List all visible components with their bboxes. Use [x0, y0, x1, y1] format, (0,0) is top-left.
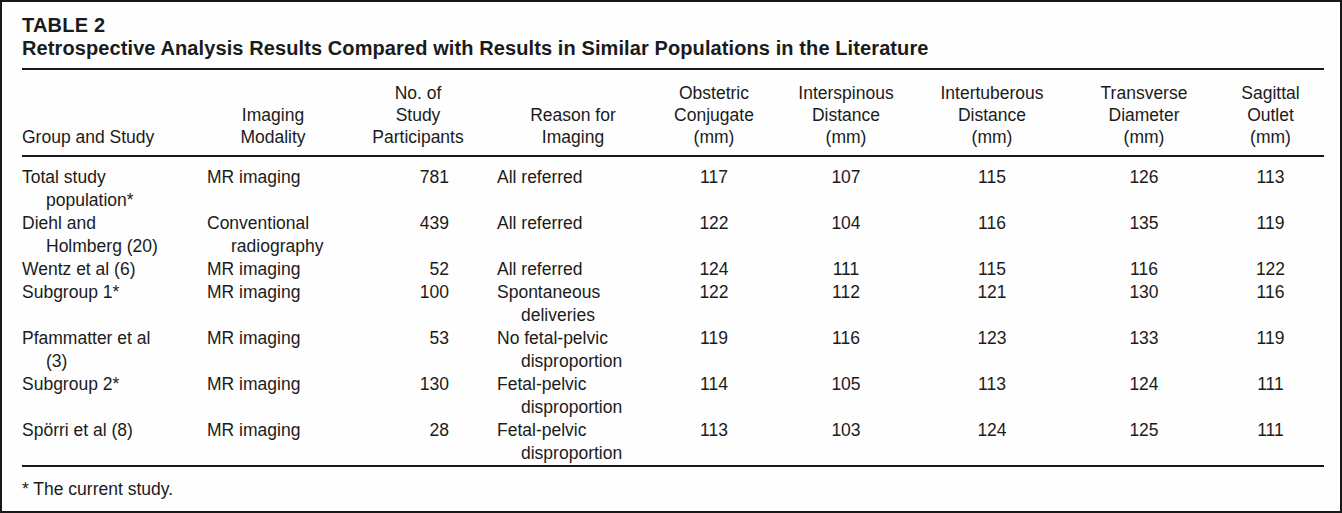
cell-interspinous-distance: 105 [779, 373, 913, 419]
table-row: Total study population*MR imaging781All … [22, 156, 1324, 212]
cell-group-and-study: Subgroup 1* [22, 281, 207, 327]
column-header-intertuberous-distance: Intertuberous Distance (mm) [913, 70, 1071, 156]
table-caption: TABLE 2 Retrospective Analysis Results C… [22, 14, 1324, 60]
column-header-group-and-study: Group and Study [22, 70, 207, 156]
cell-reason-for-imaging: All referred [497, 156, 649, 212]
cell-obstetric-conjugate: 124 [649, 258, 779, 281]
results-table: Group and StudyImaging ModalityNo. of St… [22, 70, 1324, 465]
cell-intertuberous-distance: 124 [913, 419, 1071, 465]
column-header-imaging-modality: Imaging Modality [207, 70, 339, 156]
cell-intertuberous-distance: 121 [913, 281, 1071, 327]
cell-obstetric-conjugate: 122 [649, 281, 779, 327]
cell-intertuberous-distance: 116 [913, 212, 1071, 258]
cell-no-of-study-participants: 53 [339, 327, 497, 373]
cell-interspinous-distance: 107 [779, 156, 913, 212]
table-row: Subgroup 1*MR imaging100Spontaneous deli… [22, 281, 1324, 327]
cell-imaging-modality: MR imaging [207, 258, 339, 281]
cell-transverse-diameter: 124 [1071, 373, 1217, 419]
cell-reason-for-imaging: No fetal-pelvic disproportion [497, 327, 649, 373]
cell-reason-for-imaging: All referred [497, 212, 649, 258]
cell-obstetric-conjugate: 114 [649, 373, 779, 419]
cell-group-and-study: Diehl and Holmberg (20) [22, 212, 207, 258]
cell-interspinous-distance: 116 [779, 327, 913, 373]
table-row: Pfammatter et al (3)MR imaging53No fetal… [22, 327, 1324, 373]
cell-transverse-diameter: 135 [1071, 212, 1217, 258]
cell-imaging-modality: MR imaging [207, 419, 339, 465]
cell-imaging-modality: MR imaging [207, 327, 339, 373]
cell-group-and-study: Wentz et al (6) [22, 258, 207, 281]
footnote: * The current study. [22, 467, 1324, 512]
cell-group-and-study: Spörri et al (8) [22, 419, 207, 465]
column-header-interspinous-distance: Interspinous Distance (mm) [779, 70, 913, 156]
cell-transverse-diameter: 126 [1071, 156, 1217, 212]
table-title: Retrospective Analysis Results Compared … [22, 37, 1324, 60]
table-row: Diehl and Holmberg (20)Conventional radi… [22, 212, 1324, 258]
cell-imaging-modality: MR imaging [207, 373, 339, 419]
cell-group-and-study: Subgroup 2* [22, 373, 207, 419]
column-header-sagittal-outlet: Sagittal Outlet (mm) [1217, 70, 1324, 156]
cell-no-of-study-participants: 100 [339, 281, 497, 327]
cell-obstetric-conjugate: 117 [649, 156, 779, 212]
cell-no-of-study-participants: 130 [339, 373, 497, 419]
cell-imaging-modality: Conventional radiography [207, 212, 339, 258]
cell-sagittal-outlet: 113 [1217, 156, 1324, 212]
cell-intertuberous-distance: 113 [913, 373, 1071, 419]
cell-no-of-study-participants: 781 [339, 156, 497, 212]
column-header-obstetric-conjugate: Obstetric Conjugate (mm) [649, 70, 779, 156]
cell-group-and-study: Pfammatter et al (3) [22, 327, 207, 373]
cell-sagittal-outlet: 116 [1217, 281, 1324, 327]
cell-reason-for-imaging: Fetal-pelvic disproportion [497, 419, 649, 465]
cell-imaging-modality: MR imaging [207, 281, 339, 327]
cell-no-of-study-participants: 52 [339, 258, 497, 281]
cell-intertuberous-distance: 123 [913, 327, 1071, 373]
cell-reason-for-imaging: Spontaneous deliveries [497, 281, 649, 327]
cell-no-of-study-participants: 439 [339, 212, 497, 258]
column-header-transverse-diameter: Transverse Diameter (mm) [1071, 70, 1217, 156]
cell-interspinous-distance: 111 [779, 258, 913, 281]
table-number-label: TABLE 2 [22, 14, 1324, 37]
cell-interspinous-distance: 104 [779, 212, 913, 258]
table-card: TABLE 2 Retrospective Analysis Results C… [0, 0, 1342, 513]
cell-interspinous-distance: 103 [779, 419, 913, 465]
table-row: Subgroup 2*MR imaging130Fetal-pelvic dis… [22, 373, 1324, 419]
cell-sagittal-outlet: 111 [1217, 373, 1324, 419]
cell-sagittal-outlet: 119 [1217, 327, 1324, 373]
cell-obstetric-conjugate: 122 [649, 212, 779, 258]
cell-reason-for-imaging: Fetal-pelvic disproportion [497, 373, 649, 419]
column-header-no-of-study-participants: No. of Study Participants [339, 70, 497, 156]
column-header-reason-for-imaging: Reason for Imaging [497, 70, 649, 156]
cell-group-and-study: Total study population* [22, 156, 207, 212]
table-row: Spörri et al (8)MR imaging28Fetal-pelvic… [22, 419, 1324, 465]
table-header-row: Group and StudyImaging ModalityNo. of St… [22, 70, 1324, 156]
cell-interspinous-distance: 112 [779, 281, 913, 327]
cell-transverse-diameter: 116 [1071, 258, 1217, 281]
cell-transverse-diameter: 130 [1071, 281, 1217, 327]
cell-obstetric-conjugate: 113 [649, 419, 779, 465]
cell-imaging-modality: MR imaging [207, 156, 339, 212]
table-row: Wentz et al (6)MR imaging52All referred1… [22, 258, 1324, 281]
cell-reason-for-imaging: All referred [497, 258, 649, 281]
cell-transverse-diameter: 133 [1071, 327, 1217, 373]
cell-intertuberous-distance: 115 [913, 258, 1071, 281]
cell-obstetric-conjugate: 119 [649, 327, 779, 373]
cell-sagittal-outlet: 119 [1217, 212, 1324, 258]
cell-sagittal-outlet: 111 [1217, 419, 1324, 465]
cell-intertuberous-distance: 115 [913, 156, 1071, 212]
cell-no-of-study-participants: 28 [339, 419, 497, 465]
cell-transverse-diameter: 125 [1071, 419, 1217, 465]
cell-sagittal-outlet: 122 [1217, 258, 1324, 281]
